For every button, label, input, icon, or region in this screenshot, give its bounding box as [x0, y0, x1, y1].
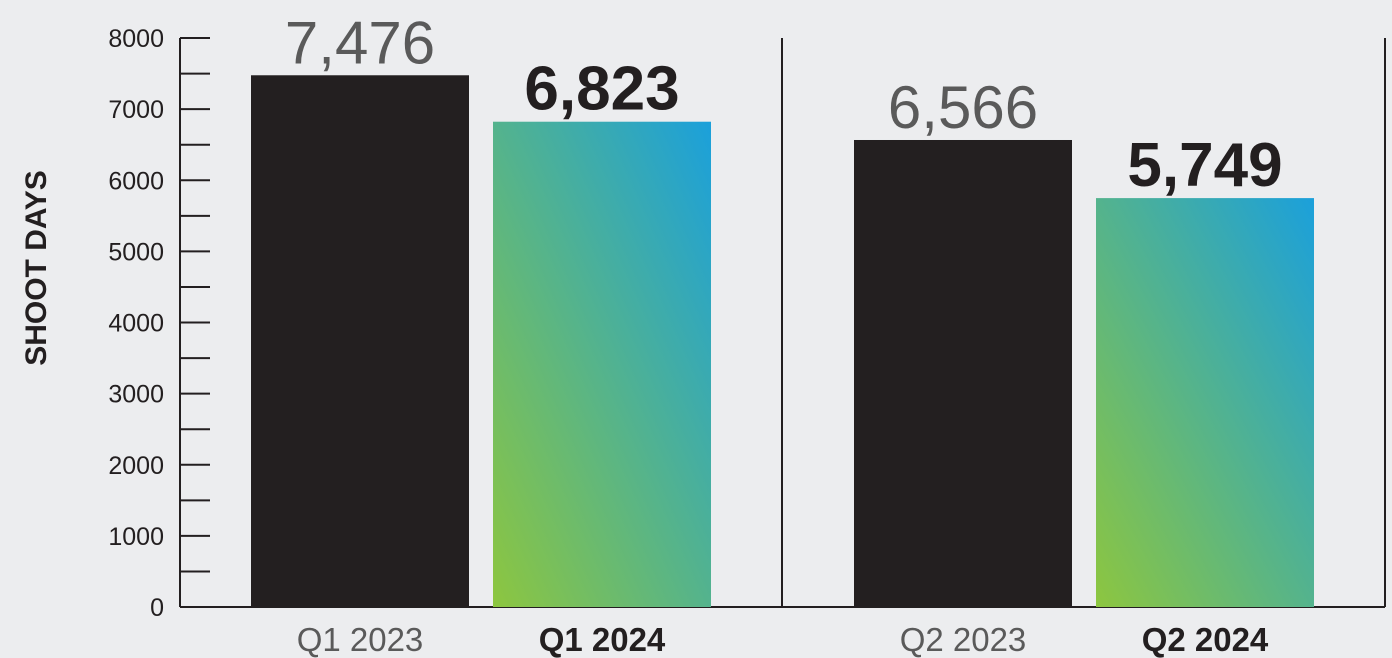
y-tick-label: 0 — [150, 594, 164, 622]
labels-layer: 7,476 Q1 2023 6,823 Q1 2024 6,566 Q2 2023 5,74… — [285, 9, 1283, 658]
bar-q2-2023 — [854, 139, 1072, 607]
y-tick-label: 6000 — [108, 167, 164, 195]
category-label: Q2 2023 — [900, 621, 1027, 658]
y-tick-label: 1000 — [108, 523, 164, 551]
category-label: Q2 2024 — [1142, 621, 1269, 658]
y-axis-title: SHOOT DAYS — [20, 170, 53, 366]
bars-layer — [251, 75, 1314, 608]
y-tick-label: 8000 — [108, 25, 164, 53]
bar-q2-2024 — [1096, 198, 1314, 608]
value-label: 6,823 — [524, 55, 679, 124]
bar-q1-2023 — [251, 75, 469, 607]
y-tick-label: 3000 — [108, 381, 164, 409]
value-label: 5,749 — [1127, 131, 1282, 200]
bar-q1-2024 — [493, 121, 711, 608]
y-tick-label: 7000 — [108, 96, 164, 124]
y-tick-label: 5000 — [108, 238, 164, 266]
category-label: Q1 2023 — [297, 621, 424, 658]
y-tick-label: 4000 — [108, 310, 164, 338]
axis-layer: 0 1000 2000 3000 4000 5000 6000 7000 8000 — [108, 25, 1386, 622]
category-label: Q1 2024 — [539, 621, 666, 658]
value-label: 7,476 — [285, 9, 435, 76]
y-tick-label: 2000 — [108, 452, 164, 480]
value-label: 6,566 — [888, 74, 1038, 141]
